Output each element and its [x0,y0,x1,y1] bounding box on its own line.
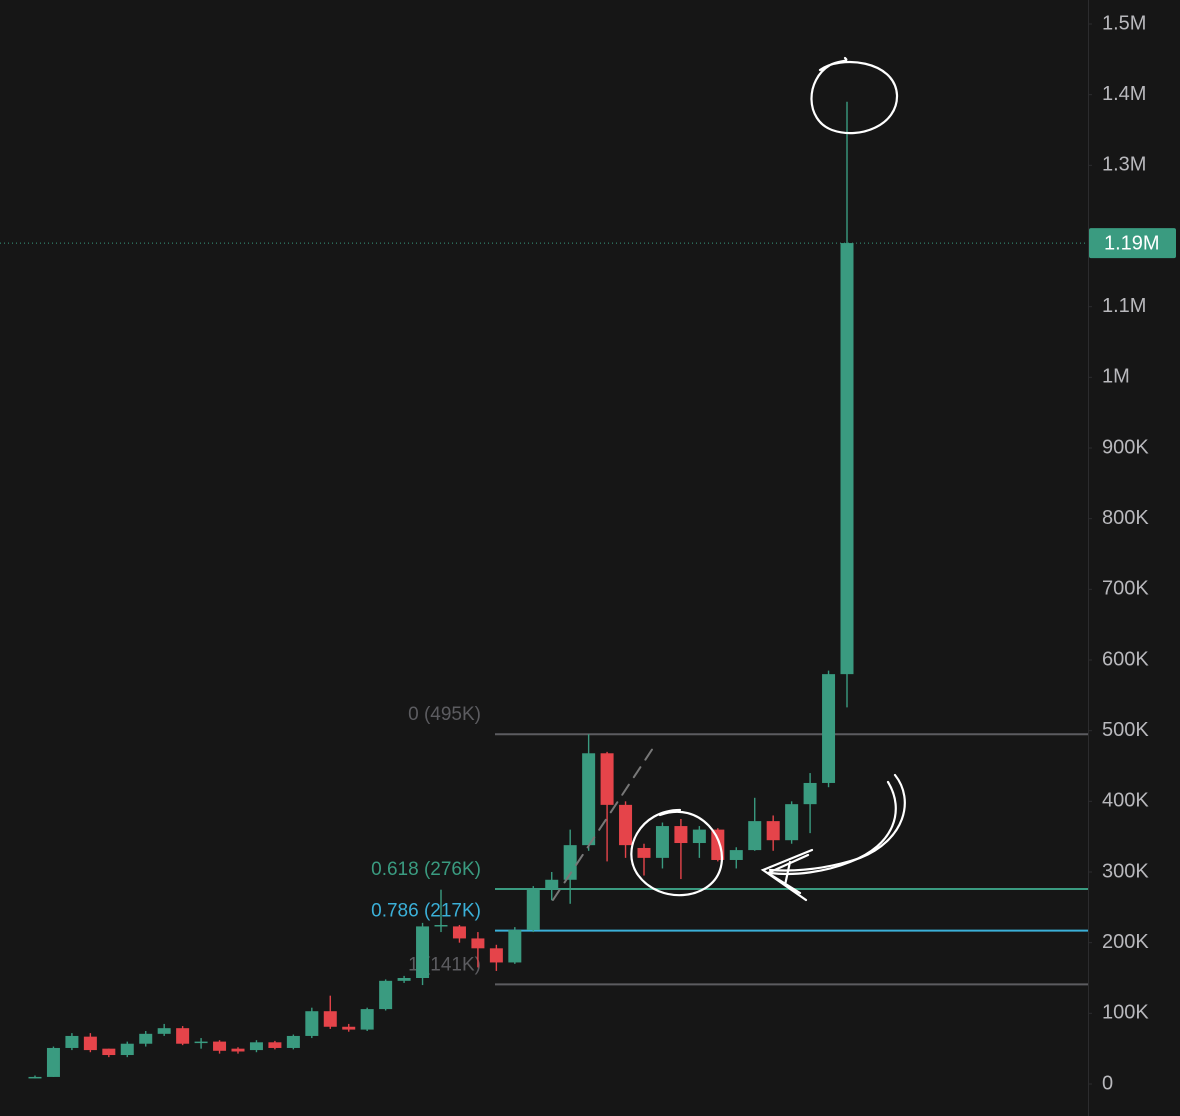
candle-body [360,1009,374,1030]
candle-body [526,888,540,930]
y-tick-label: 1M [1102,366,1130,388]
candle-body [619,804,633,846]
y-tick-label: 500K [1102,719,1149,741]
last-price-label: 1.19M [1104,232,1160,254]
y-tick-label: 700K [1102,578,1149,600]
candle-body [452,926,466,939]
price-axis: 0 100K 200K 300K 400K 500K 600K 700K 800K 900K 1M 1… [0,12,1176,1094]
candle-body [692,829,706,844]
candle-body [416,926,430,978]
dashed-trend [552,744,656,901]
candle-body [286,1035,300,1048]
candle-body [545,879,559,889]
candle-body [83,1036,97,1051]
candle-body [46,1047,60,1077]
candle-body [840,243,854,675]
y-tick-label: 0 [1102,1072,1113,1094]
candle-body [28,1076,42,1079]
arrow-head [760,848,814,902]
level-label: 0.618 (276K) [371,859,481,880]
candle-body [508,929,522,963]
candle-body [305,1011,319,1036]
candle-body [102,1048,116,1056]
annotations [552,56,906,902]
y-tick-label: 1.1M [1102,295,1146,317]
y-tick-label: 800K [1102,507,1149,529]
candle-body [582,753,596,846]
candle-body [194,1041,208,1044]
candle-body [785,804,799,841]
candle-body [379,980,393,1010]
candle-body [342,1026,356,1030]
candle-body [213,1041,227,1051]
candle-body [674,826,688,844]
y-tick-label: 300K [1102,860,1149,882]
circle-mid [630,808,723,897]
y-tick-label: 100K [1102,1002,1149,1024]
candle-body [176,1028,190,1044]
candle-body [249,1042,263,1051]
candle-body [268,1042,282,1048]
candle-body [157,1028,171,1034]
y-tick-label: 400K [1102,790,1149,812]
candle-body [65,1035,79,1048]
y-tick-label: 600K [1102,648,1149,670]
y-tick-label: 1.4M [1102,83,1146,105]
candle-body [766,821,780,841]
candle-body [120,1043,134,1056]
candle-body [803,782,817,805]
candle-body [397,978,411,981]
level-label: 0.786 (217K) [371,901,481,922]
y-tick-label: 200K [1102,931,1149,953]
y-tick-label: 1.5M [1102,12,1146,34]
candle-body [489,948,503,963]
candle-body [729,850,743,860]
candle-body [139,1033,153,1044]
level-label: 0 (495K) [408,704,481,725]
candle-body [655,826,669,858]
candle-body [600,753,614,805]
candle-body [563,845,577,880]
circle-top [810,56,899,135]
candle-body [434,925,448,927]
candle-body [822,674,836,783]
candle-body [471,938,485,949]
candle-body [231,1048,245,1052]
last-price-box [1089,228,1176,259]
candle-body [323,1011,337,1027]
candle-body [748,821,762,851]
candle-body [637,847,651,858]
y-tick-label: 1.3M [1102,154,1146,176]
arrow-shaft-2 [768,780,897,876]
y-tick-label: 900K [1102,436,1149,458]
candles [28,101,854,1079]
